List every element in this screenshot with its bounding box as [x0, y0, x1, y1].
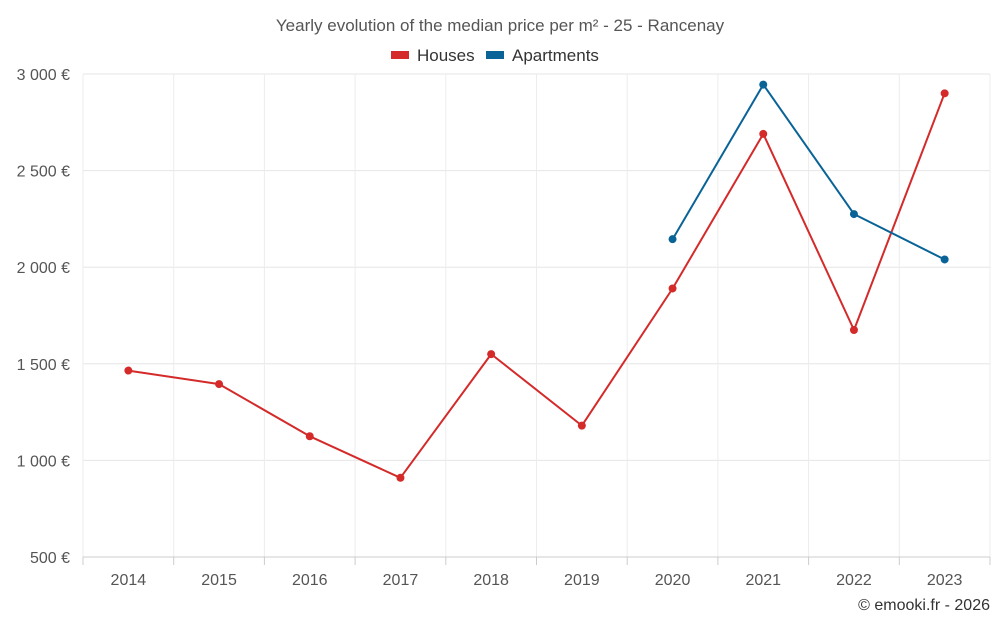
series-line-apartments [671, 83, 946, 261]
x-axis: 2014 2015 2016 2017 2018 2019 2020 2021 2022 2023 [82, 556, 991, 589]
y-tick-label: 500 € [30, 550, 70, 567]
data-point-apartments [668, 235, 677, 244]
x-tick-label: 2018 [473, 572, 509, 589]
footer-credit: © emooki.fr - 2026 [858, 597, 990, 614]
grid [82, 73, 991, 558]
legend-label-apartments: Apartments [512, 46, 599, 65]
legend-swatch-apartments [486, 51, 504, 59]
y-tick-label: 3 000 € [17, 67, 70, 84]
x-tick-label: 2022 [836, 572, 872, 589]
x-tick-label: 2020 [655, 572, 691, 589]
legend: Houses Apartments [391, 46, 599, 65]
y-tick-label: 1 000 € [17, 453, 70, 470]
data-point-apartments [849, 210, 858, 219]
x-tick-label: 2016 [292, 572, 328, 589]
y-tick-label: 2 500 € [17, 164, 70, 181]
data-point-houses [759, 129, 768, 138]
legend-label-houses: Houses [417, 46, 475, 65]
y-tick-label: 2 000 € [17, 260, 70, 277]
series-line-houses [128, 92, 946, 479]
chart-title: Yearly evolution of the median price per… [276, 16, 725, 35]
data-point-apartments [759, 80, 768, 89]
x-tick-label: 2019 [564, 572, 600, 589]
y-axis: 500 € 1 000 € 1 500 € 2 000 € 2 500 € 3 000 € [17, 67, 70, 567]
x-tick-label: 2014 [111, 572, 147, 589]
data-point-houses [668, 284, 677, 293]
data-point-houses [124, 366, 133, 375]
data-point-houses [487, 350, 496, 359]
y-tick-label: 1 500 € [17, 357, 70, 374]
data-point-houses [940, 89, 949, 98]
data-point-houses [396, 473, 405, 482]
data-point-houses [215, 380, 224, 389]
data-point-houses [305, 432, 314, 441]
x-tick-label: 2015 [201, 572, 237, 589]
x-tick-label: 2023 [927, 572, 963, 589]
data-point-houses [849, 325, 858, 334]
x-tick-label: 2017 [383, 572, 419, 589]
data-point-apartments [940, 255, 949, 264]
series-group [124, 80, 949, 482]
data-point-houses [577, 421, 586, 430]
x-tick-label: 2021 [745, 572, 781, 589]
legend-swatch-houses [391, 51, 409, 59]
